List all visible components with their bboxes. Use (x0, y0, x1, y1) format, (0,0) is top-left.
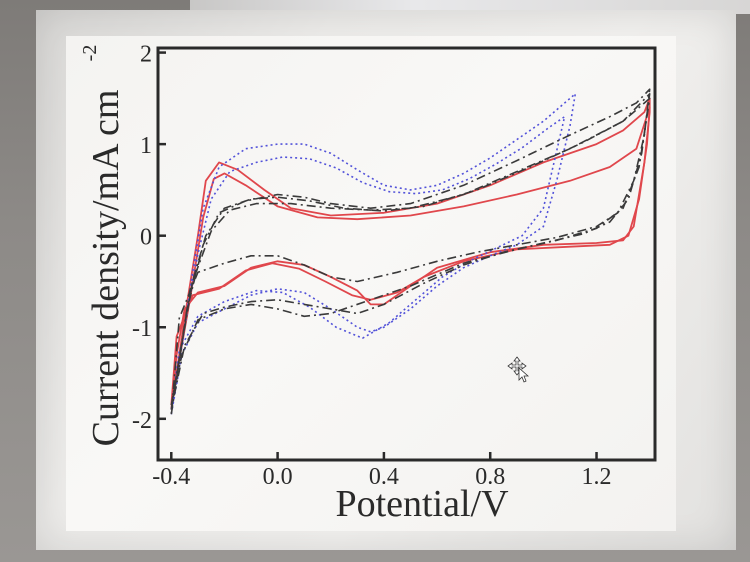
series-line-5 (170, 88, 651, 415)
y-tick-label-4: -1 (132, 316, 152, 342)
series-line-7 (170, 97, 651, 406)
y-axis: 2 1 0 -1 -2 (132, 42, 166, 434)
x-tick-label-1: -0.4 (152, 464, 190, 490)
y-tick-label-2: 1 (140, 133, 152, 159)
move-cursor-icon (507, 356, 530, 383)
curve-layer (170, 88, 651, 415)
x-tick-label-2: 0.0 (263, 464, 293, 490)
series-line-4 (170, 115, 566, 410)
y-axis-title-group: Current density/mA cm -2 (79, 45, 127, 447)
x-tick-label-3: 0.4 (369, 464, 399, 490)
series-line-3 (170, 93, 577, 415)
y-tick-label-1: 2 (140, 42, 152, 68)
series-line-6 (170, 93, 651, 410)
series-line-1 (170, 97, 651, 410)
x-tick-label-4: 0.8 (475, 464, 505, 490)
figure-page (66, 36, 676, 531)
plot-frame (156, 46, 657, 462)
y-tick-label-3: 0 (140, 225, 152, 251)
x-axis: -0.4 0.0 0.4 0.8 1.2 (152, 452, 612, 490)
y-tick-label-5: -2 (132, 408, 152, 434)
x-axis-title: Potential/V (335, 483, 509, 525)
y-axis-title: Current density/mA cm (85, 90, 127, 447)
x-tick-label-5: 1.2 (582, 464, 612, 490)
y-axis-title-superscript: -2 (79, 45, 101, 62)
series-line-2 (170, 106, 651, 406)
